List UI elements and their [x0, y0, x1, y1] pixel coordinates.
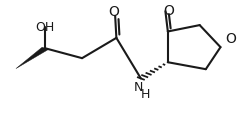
Text: OH: OH	[36, 21, 55, 33]
Polygon shape	[16, 48, 49, 69]
Text: O: O	[109, 5, 119, 19]
Text: N: N	[134, 80, 144, 93]
Text: O: O	[225, 32, 236, 45]
Text: H: H	[141, 87, 150, 100]
Text: O: O	[163, 4, 174, 17]
